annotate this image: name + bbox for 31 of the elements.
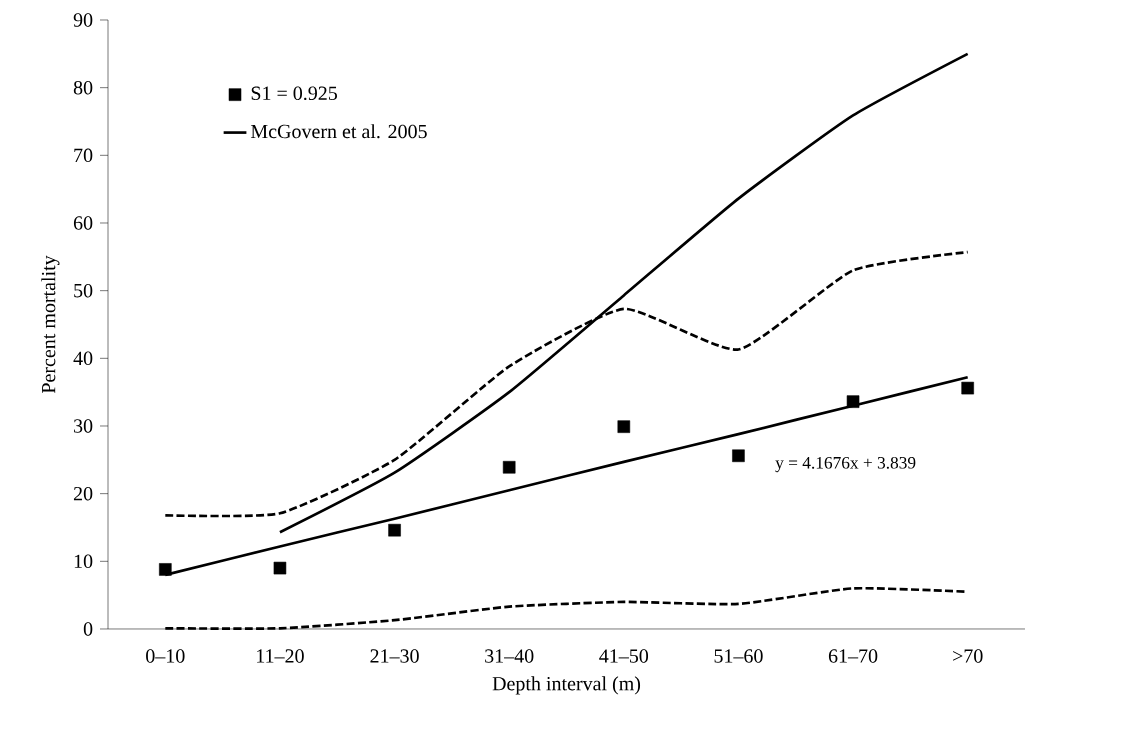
y-tick-label: 20 bbox=[73, 486, 93, 501]
legend-label: S1 = 0.925 bbox=[251, 86, 337, 101]
y-tick-label: 0 bbox=[83, 622, 93, 636]
x-tick-label: 11–20 bbox=[257, 649, 304, 663]
y-axis-title: Percent mortality bbox=[41, 255, 60, 394]
point bbox=[388, 523, 401, 537]
point bbox=[846, 395, 860, 408]
point bbox=[617, 420, 631, 433]
x-tick-label: 41–50 bbox=[599, 649, 649, 663]
legend-label: McGovern et al. 2005 bbox=[250, 124, 427, 139]
y-tick-label: 80 bbox=[73, 80, 93, 95]
y-tick-label: 40 bbox=[73, 351, 93, 366]
point bbox=[732, 449, 745, 463]
annotation: y = 4.1676x + 3.839 bbox=[775, 456, 916, 473]
y-tick-label: 90 bbox=[73, 13, 93, 27]
x-tick-label: 31–40 bbox=[485, 649, 534, 663]
x-tick-label: 51–60 bbox=[714, 649, 763, 663]
y-tick-label: 10 bbox=[74, 554, 93, 569]
y-tick-label: 60 bbox=[73, 216, 93, 230]
x-tick-label: >70 bbox=[953, 649, 983, 663]
point bbox=[273, 561, 287, 575]
y-tick-label: 70 bbox=[74, 148, 93, 163]
point bbox=[502, 461, 516, 474]
point bbox=[159, 563, 172, 576]
x-axis-title: Depth interval (m) bbox=[492, 676, 641, 695]
y-tick-label: 50 bbox=[74, 283, 93, 298]
x-tick-label: 21–30 bbox=[370, 649, 419, 663]
point bbox=[961, 381, 974, 395]
x-tick-label: 0–10 bbox=[146, 649, 185, 663]
y-tick-label: 30 bbox=[74, 419, 93, 433]
x-tick-label: 61–70 bbox=[828, 649, 878, 663]
